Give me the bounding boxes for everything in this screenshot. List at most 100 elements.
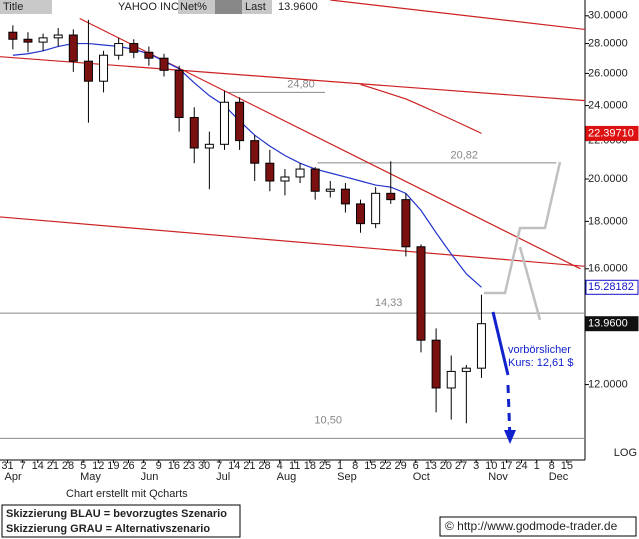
candle-body	[446, 370, 456, 389]
plot: 30.000028.000026.000024.000022.000020.00…	[0, 0, 628, 483]
x-tick-label: 23	[183, 460, 195, 472]
grey-scenario	[484, 161, 562, 295]
x-tick-label: 21	[47, 460, 59, 472]
month-label: Jun	[141, 471, 159, 483]
header-net: Net%	[180, 1, 207, 13]
month-label: Sep	[337, 471, 357, 483]
x-tick-label: 26	[122, 460, 134, 472]
header-box	[0, 0, 52, 14]
candle-body	[174, 69, 184, 119]
x-tick-label: 12	[92, 460, 104, 472]
candle-body	[189, 117, 199, 149]
price-tag	[585, 279, 639, 295]
x-tick-label: 7	[20, 460, 26, 472]
candle-body	[129, 43, 139, 53]
x-tick-label: 4	[277, 460, 283, 472]
annotation: vorbörslicher Kurs: 12,61 $	[508, 344, 573, 369]
trendline	[330, 0, 586, 31]
trendline	[0, 216, 586, 267]
candle-body	[340, 188, 350, 205]
price-tag	[585, 316, 639, 332]
x-tick-label: 27	[455, 460, 467, 472]
candle-body	[144, 51, 154, 59]
grey-scenario	[518, 246, 542, 321]
candle-body	[23, 38, 33, 43]
candle-body	[53, 34, 63, 39]
candle-body	[280, 176, 290, 182]
candle-body	[295, 168, 305, 178]
x-tick-label: 9	[156, 460, 162, 472]
x-tick-label: 7	[216, 460, 222, 472]
candle-body	[8, 31, 18, 40]
month-label: Jul	[216, 471, 230, 483]
header-symbol: YAHOO INC	[118, 1, 179, 13]
y-tick-label: 26.0000	[588, 67, 628, 79]
arrow-head	[504, 430, 516, 444]
candle-body	[265, 162, 275, 182]
month-label: Aug	[277, 471, 297, 483]
header-title: Title	[3, 1, 23, 13]
candle-body	[476, 323, 486, 369]
x-tick-label: 8	[352, 460, 358, 472]
y-tick-label: 24.0000	[588, 100, 628, 112]
header-last: 13.9600	[278, 1, 318, 13]
x-tick-label: 3	[473, 460, 479, 472]
credit: Chart erstellt mit Qcharts	[66, 488, 188, 500]
x-tick-label: 20	[440, 460, 452, 472]
candle-body	[99, 54, 109, 82]
candle-body	[461, 367, 471, 372]
header-box	[178, 0, 215, 14]
x-tick-label: 5	[80, 460, 86, 472]
candle-body	[204, 143, 214, 149]
y-tick-label: 28.0000	[588, 37, 628, 49]
x-tick-label: 28	[62, 460, 74, 472]
month-label: May	[80, 471, 101, 483]
url-box	[439, 516, 637, 537]
header-last-label: Last	[245, 1, 266, 13]
legend-text: Skizzierung GRAU = Alternativszenario	[6, 523, 210, 535]
x-tick-label: 25	[319, 460, 331, 472]
trendline	[0, 56, 586, 102]
x-tick-label: 11	[289, 460, 300, 472]
y-tick-label: 20.0000	[588, 173, 628, 185]
y-tick-label: 12.0000	[588, 379, 628, 391]
x-tick-label: 6	[413, 460, 419, 472]
x-tick-label: 24	[515, 460, 527, 472]
month-label: Dec	[549, 471, 569, 483]
candle-body	[114, 43, 124, 56]
month-label: Apr	[5, 471, 22, 483]
legend-text: Skizzierung BLAU = bevorzugtes Szenario	[6, 508, 227, 520]
candle-body	[356, 203, 366, 225]
candle-body	[371, 192, 381, 225]
price-tag	[585, 125, 639, 141]
x-tick-label: 31	[1, 460, 13, 472]
x-tick-label: 15	[364, 460, 376, 472]
candle-body	[83, 60, 93, 82]
candle-body	[38, 37, 48, 43]
candle-body	[401, 199, 411, 248]
moving-average	[12, 42, 482, 288]
candle-body	[310, 168, 320, 192]
y-tick-label: 30.0000	[588, 10, 628, 22]
y-tick-label: 16.0000	[588, 263, 628, 275]
candle-body	[431, 339, 441, 389]
x-tick-label: 18	[304, 460, 316, 472]
legend-box	[1, 504, 241, 538]
x-tick-label: 1	[337, 460, 343, 472]
level-label: 24,80	[287, 78, 315, 90]
candle-body	[159, 57, 169, 71]
x-tick-label: 2	[141, 460, 147, 472]
level-label: 14,33	[375, 297, 403, 309]
x-tick-label: 17	[500, 460, 512, 472]
candle-body	[386, 192, 396, 201]
url: © http://www.godmode-trader.de	[445, 519, 618, 533]
level-label: 10,50	[314, 414, 342, 426]
x-tick-label: 19	[107, 460, 119, 472]
price-tag-label: 15.28182	[588, 281, 634, 293]
level-label: 20,82	[450, 150, 478, 162]
x-tick-label: 29	[394, 460, 406, 472]
x-tick-label: 1	[534, 460, 540, 472]
moving-average	[360, 83, 482, 134]
